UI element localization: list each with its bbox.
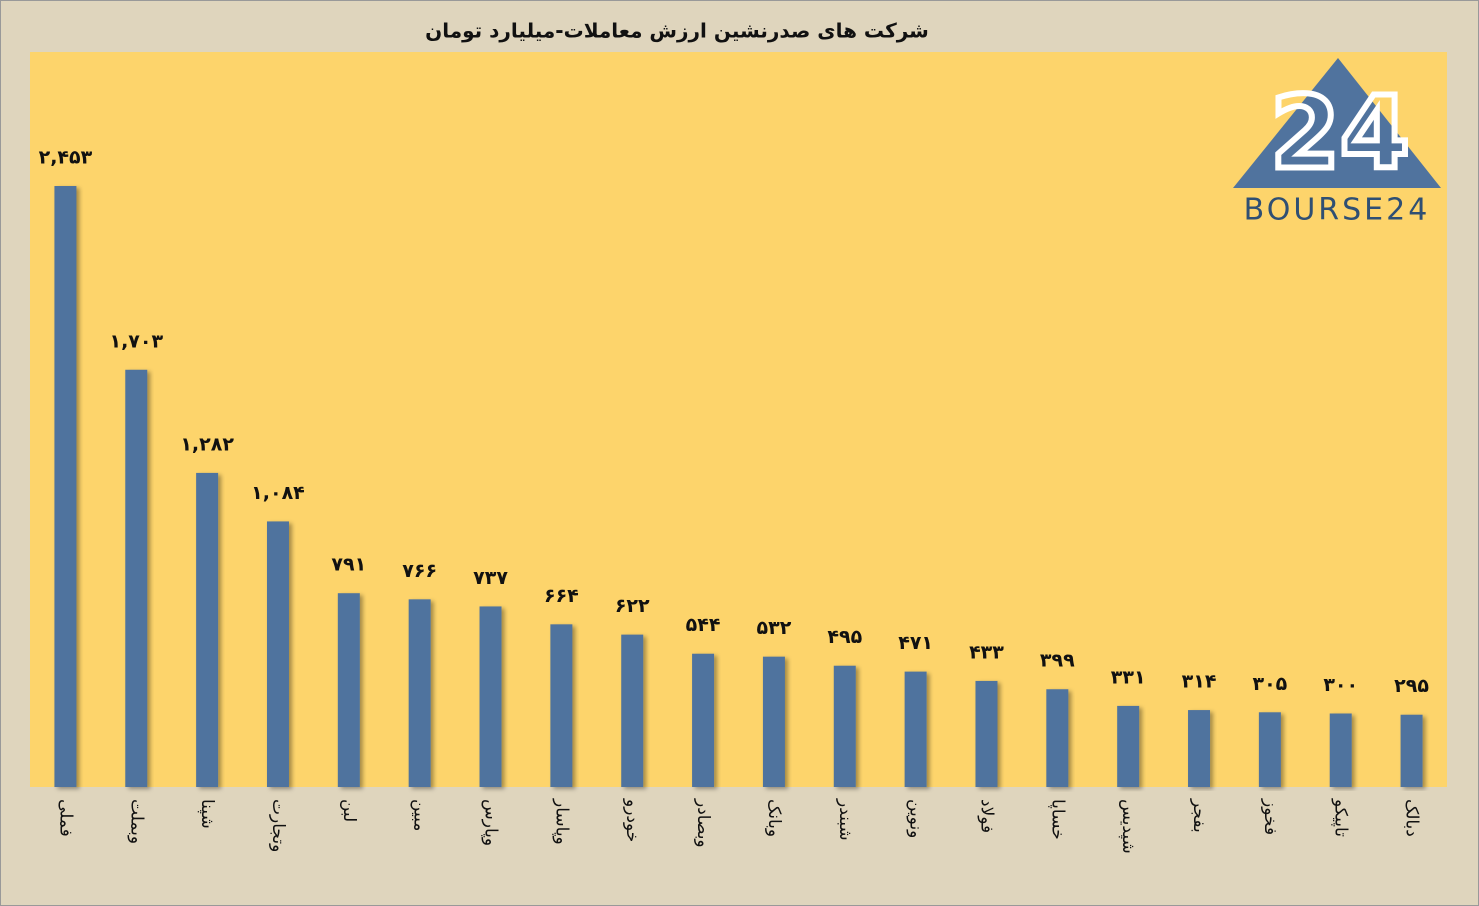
x-tick-label: شپنا <box>197 799 217 829</box>
bar <box>266 521 289 787</box>
value-label: ۶۶۴ <box>544 585 579 607</box>
bar <box>975 680 998 787</box>
value-label: ۴۷۱ <box>898 632 933 654</box>
bar <box>550 624 573 787</box>
value-label: ۳۰۵ <box>1252 673 1287 695</box>
bar <box>833 665 856 787</box>
value-label: ۵۳۲ <box>757 617 792 639</box>
value-label: ۴۳۳ <box>969 641 1004 663</box>
x-tick-label: ونوین <box>906 799 926 838</box>
value-label: ۱,۰۸۴ <box>251 482 305 504</box>
bar <box>1046 689 1069 787</box>
x-tick-label: خساپا <box>1047 799 1067 840</box>
x-tick-label: تاپیکو <box>1331 798 1351 837</box>
x-tick-label: فولاد <box>976 799 996 833</box>
x-tick-label: وبانک <box>764 799 784 837</box>
bar <box>408 599 431 787</box>
bar <box>479 606 502 787</box>
bar <box>1329 713 1352 787</box>
value-label: ۶۲۲ <box>615 595 650 617</box>
bar <box>1117 705 1140 787</box>
bar <box>904 671 927 787</box>
bar <box>1258 712 1281 787</box>
value-label: ۴۹۵ <box>827 626 862 648</box>
value-label: ۱,۷۰۳ <box>109 330 163 352</box>
plot-area <box>30 52 1447 787</box>
logo-triangle <box>1233 58 1441 188</box>
logo-mark: 24 <box>1270 74 1409 191</box>
x-tick-label: وپاسار <box>551 798 571 845</box>
x-tick-label: وبصادر <box>693 798 713 848</box>
bar <box>196 472 219 787</box>
bar <box>762 656 785 787</box>
x-tick-label: بفجر <box>1189 798 1209 833</box>
bar <box>337 593 360 787</box>
value-label: ۳۱۴ <box>1182 671 1217 693</box>
bar <box>54 186 77 787</box>
bar <box>621 634 644 787</box>
x-tick-label: وتجارت <box>268 799 288 852</box>
value-label: ۱,۲۸۲ <box>180 433 234 455</box>
x-tick-label: فخوز <box>1260 798 1280 835</box>
bar <box>692 653 715 787</box>
x-tick-label: دبالک <box>1402 799 1422 837</box>
value-label: ۳۹۹ <box>1040 650 1075 672</box>
value-label: ۲۹۵ <box>1394 675 1429 697</box>
x-tick-label: شبندر <box>835 798 855 841</box>
value-label: ۷۳۷ <box>473 567 508 589</box>
bar <box>1188 710 1211 787</box>
x-tick-label: لبن <box>339 799 359 822</box>
value-label: ۷۶۶ <box>402 560 437 582</box>
value-label: ۵۴۴ <box>686 614 721 636</box>
x-tick-label: وپارس <box>481 799 501 846</box>
x-tick-label: فملی <box>55 799 75 837</box>
value-label: ۷۹۱ <box>331 554 366 576</box>
x-tick-label: مبین <box>410 799 430 831</box>
x-tick-label: خودرو <box>622 798 642 842</box>
bar <box>125 369 148 787</box>
x-tick-label: شپدیس <box>1118 799 1138 854</box>
chart-title: شرکت های صدرنشین ارزش معاملات-میلیارد تو… <box>425 19 929 43</box>
x-tick-label: وبملت <box>126 799 146 844</box>
value-label: ۳۳۱ <box>1111 666 1146 688</box>
value-label: ۳۰۰ <box>1323 674 1358 696</box>
value-label: ۲,۴۵۳ <box>39 147 93 169</box>
bar <box>1400 714 1423 787</box>
logo-text: BOURSE24 <box>1244 193 1431 228</box>
